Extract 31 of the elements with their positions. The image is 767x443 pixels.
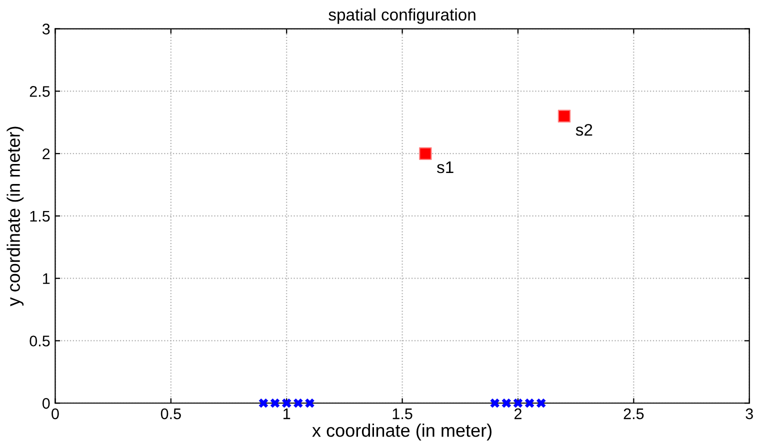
point	[282, 398, 292, 408]
y-tick-label: 1	[43, 273, 50, 284]
x-tick-label: 2	[514, 408, 522, 420]
y-tick-label: 0	[42, 398, 50, 409]
point	[305, 398, 314, 408]
x-tick-label: 1.5	[392, 408, 412, 420]
annotation: s2	[576, 124, 592, 136]
y-tick-label: 2.5	[30, 86, 50, 97]
x-tick-label: 0	[52, 408, 59, 420]
x-tick-label: 2.5	[624, 408, 644, 420]
chart-title: spatial configuration	[328, 8, 476, 24]
y-tick-label: 2	[42, 148, 50, 160]
point	[524, 398, 534, 408]
point	[513, 398, 523, 408]
point	[294, 398, 303, 408]
point	[536, 398, 546, 408]
x-tick-label: 0.5	[160, 408, 181, 420]
y-tick-label: 0.5	[30, 336, 50, 346]
point	[490, 398, 500, 408]
y-tick-label: 1.5	[30, 210, 50, 222]
x-tick-label: 3	[746, 408, 753, 420]
point	[419, 147, 432, 160]
point	[558, 110, 571, 123]
x-tick-label: 1	[284, 408, 290, 420]
point	[258, 398, 268, 408]
y-tick-label: 3	[42, 24, 50, 34]
point	[502, 398, 512, 408]
annotation: s1	[437, 162, 454, 174]
y-axis-title: y coordinate (in meter)	[6, 126, 24, 306]
point	[270, 398, 280, 408]
x-axis-title: x coordinate (in meter)	[312, 424, 492, 440]
